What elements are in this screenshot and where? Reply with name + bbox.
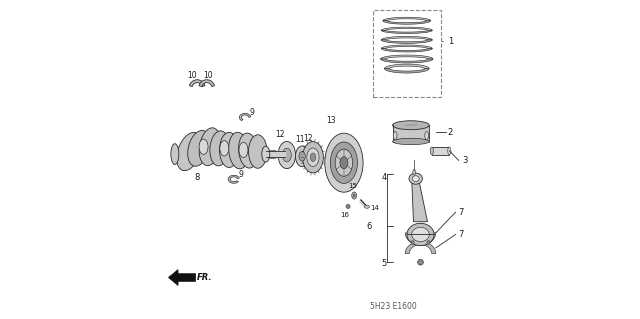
Polygon shape [405,241,436,254]
Polygon shape [381,36,432,40]
Ellipse shape [299,152,305,161]
Polygon shape [381,55,433,59]
Polygon shape [383,21,431,24]
Ellipse shape [239,142,248,158]
Ellipse shape [296,146,309,167]
Text: 14: 14 [370,205,379,211]
Ellipse shape [346,204,350,209]
Polygon shape [381,30,432,33]
Ellipse shape [303,142,323,173]
Polygon shape [385,64,429,69]
Ellipse shape [364,205,369,208]
Ellipse shape [411,241,414,244]
Ellipse shape [427,241,430,244]
Polygon shape [381,45,432,48]
Ellipse shape [425,132,429,140]
Ellipse shape [220,132,239,167]
Text: 4: 4 [381,173,387,182]
Text: 12: 12 [276,130,285,139]
Text: 5H23 E1600: 5H23 E1600 [370,302,417,311]
Ellipse shape [448,147,451,155]
Ellipse shape [392,138,429,145]
Ellipse shape [407,223,434,246]
Text: 7: 7 [459,230,464,239]
Text: 11: 11 [295,135,305,144]
Ellipse shape [340,157,348,169]
Ellipse shape [278,142,296,168]
Ellipse shape [228,132,248,169]
Text: 13: 13 [326,116,336,125]
Text: 6: 6 [366,222,372,231]
Text: 1: 1 [447,37,453,46]
Text: 7: 7 [459,208,464,217]
Polygon shape [405,233,436,245]
Ellipse shape [210,131,229,166]
Ellipse shape [409,173,422,184]
Bar [432,147,449,155]
Text: 9: 9 [238,170,243,179]
Ellipse shape [352,192,356,199]
Polygon shape [383,17,431,21]
Polygon shape [381,40,432,43]
Ellipse shape [324,133,363,192]
Ellipse shape [430,147,433,155]
Ellipse shape [418,259,423,265]
Ellipse shape [413,169,415,175]
Ellipse shape [220,141,228,156]
Text: 10: 10 [204,71,213,80]
Bar [392,125,429,142]
Ellipse shape [171,144,179,165]
Ellipse shape [248,135,267,168]
Polygon shape [228,175,239,183]
Text: 3: 3 [462,156,467,165]
Text: 16: 16 [340,212,349,218]
Ellipse shape [393,132,397,140]
Bar [372,10,441,97]
Ellipse shape [199,139,208,154]
Ellipse shape [392,121,429,130]
Ellipse shape [353,194,355,197]
Polygon shape [168,270,196,286]
Polygon shape [381,59,433,63]
Ellipse shape [177,132,202,171]
Polygon shape [385,69,429,73]
Ellipse shape [307,148,319,167]
Text: FR.: FR. [197,273,212,282]
Ellipse shape [188,130,210,166]
Ellipse shape [310,153,316,161]
Ellipse shape [239,133,258,168]
Polygon shape [381,48,432,52]
Polygon shape [199,80,214,86]
Polygon shape [412,183,428,222]
Ellipse shape [412,227,429,242]
Text: 12: 12 [303,134,312,143]
Ellipse shape [282,148,291,162]
Polygon shape [381,27,432,30]
Polygon shape [189,80,205,86]
Text: 10: 10 [188,71,197,80]
Text: 8: 8 [195,173,200,182]
Polygon shape [239,113,251,121]
Text: 15: 15 [348,183,356,189]
Ellipse shape [412,176,419,182]
Ellipse shape [335,149,353,176]
Ellipse shape [262,146,269,162]
Text: 9: 9 [249,108,254,117]
Text: 2: 2 [447,128,453,137]
Ellipse shape [330,142,358,183]
Text: 5: 5 [381,259,387,268]
Ellipse shape [199,128,221,166]
